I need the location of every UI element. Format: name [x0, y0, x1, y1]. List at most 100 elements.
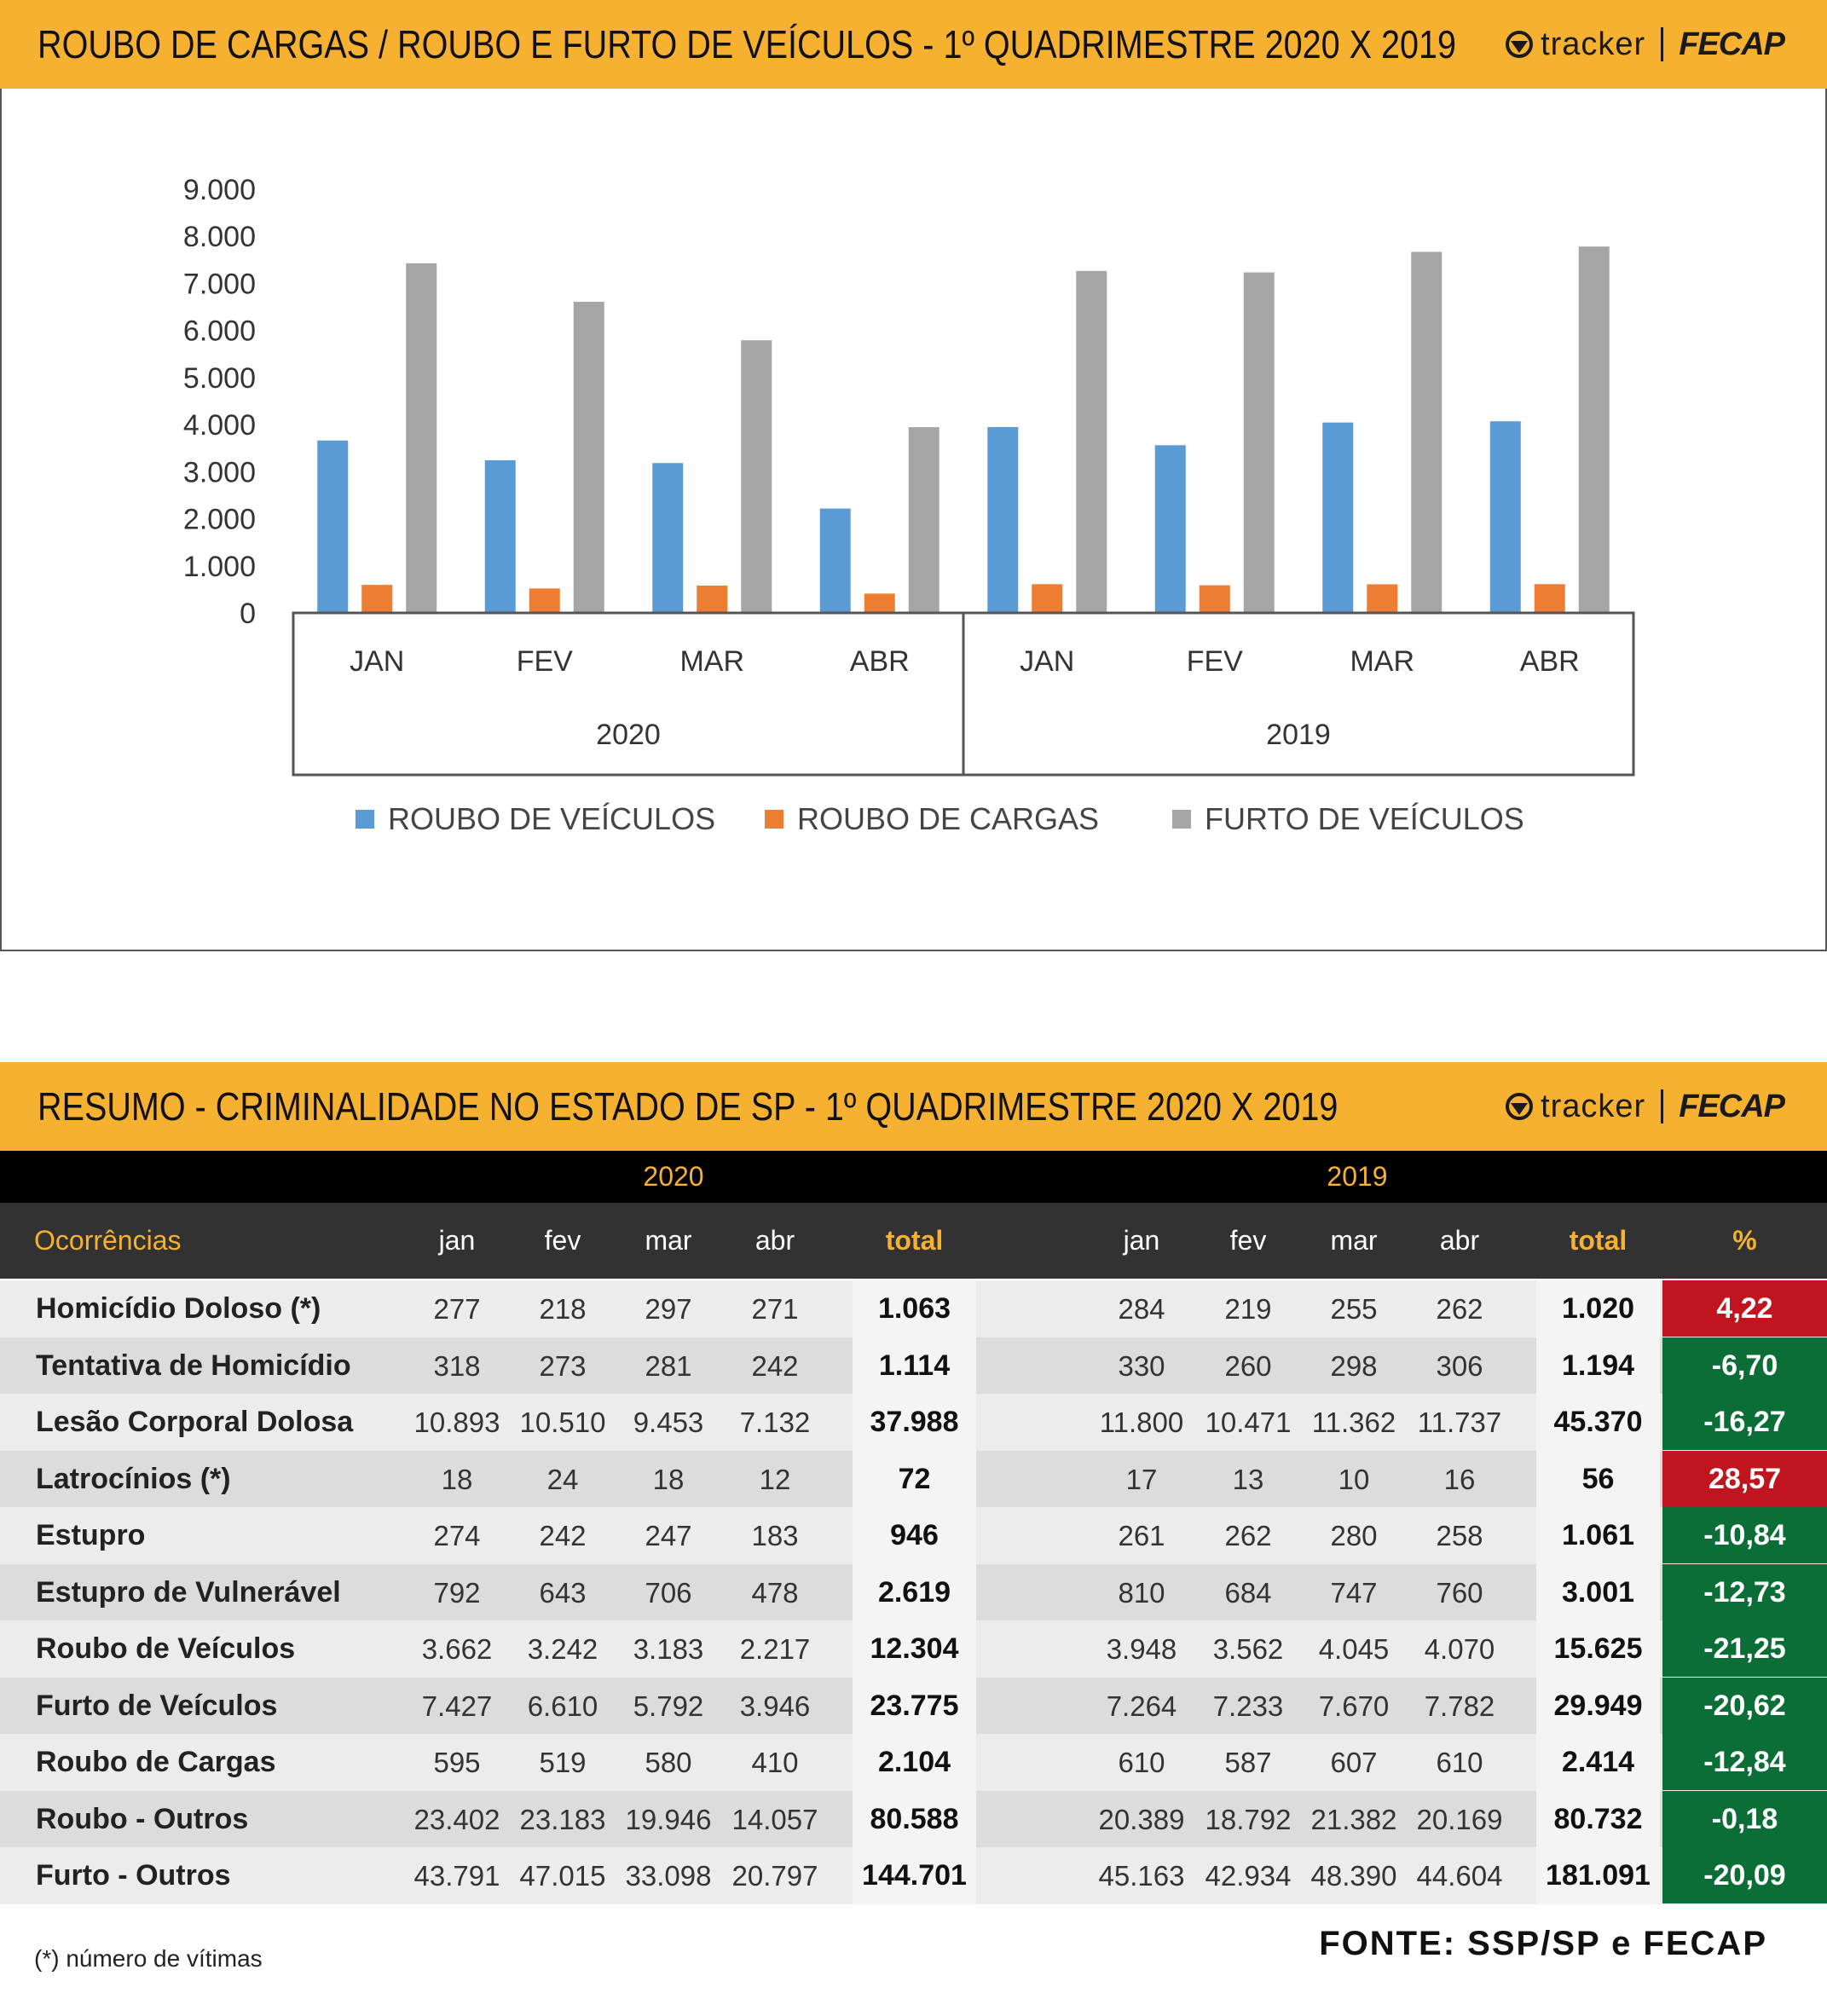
- y-tick-label: 2.000: [183, 504, 256, 536]
- cell-2020: 478: [751, 1576, 799, 1609]
- year-2020-label: 2020: [643, 1161, 704, 1192]
- bar-roubo-de-ve-culos: [484, 459, 516, 613]
- total-2019: 3.001: [1561, 1575, 1635, 1609]
- total-cell-bg: [1536, 1507, 1660, 1564]
- cell-2019: 7.670: [1318, 1690, 1390, 1722]
- total-cell-bg: [853, 1620, 976, 1678]
- row-label: Homicídio Doloso (*): [36, 1292, 321, 1325]
- total-2019: 181.091: [1546, 1859, 1651, 1892]
- col-mar-2019: mar: [1330, 1225, 1378, 1256]
- total-2020: 72: [898, 1462, 931, 1495]
- percent-change: -12,84: [1662, 1734, 1827, 1790]
- cell-2019: 262: [1436, 1293, 1483, 1325]
- legend-label: ROUBO DE CARGAS: [797, 801, 1099, 836]
- cell-2020: 14.057: [731, 1803, 818, 1835]
- y-tick-label: 3.000: [183, 456, 256, 488]
- tracker-logo: tracker: [1505, 1089, 1645, 1125]
- cell-2019: 11.800: [1099, 1407, 1184, 1438]
- percent-change: -20,09: [1662, 1847, 1827, 1903]
- col-ocorrencias: Ocorrências: [34, 1225, 182, 1256]
- col-jan-2020: jan: [438, 1225, 476, 1256]
- tracker-icon: [1506, 31, 1534, 58]
- cell-2020: 277: [433, 1293, 481, 1325]
- cell-2020: 3.946: [739, 1690, 811, 1722]
- chart-header-bar: ROUBO DE CARGAS / ROUBO E FURTO DE VEÍCU…: [0, 0, 1827, 89]
- x-category-label: MAR: [679, 645, 744, 678]
- total-cell-bg: [1536, 1337, 1660, 1395]
- cell-2019: 7.782: [1424, 1690, 1495, 1722]
- fecap-logo-text: FECAP: [1679, 26, 1785, 62]
- legend-label: FURTO DE VEÍCULOS: [1205, 801, 1524, 836]
- row-label: Estupro: [36, 1519, 146, 1551]
- bar-roubo-de-cargas: [1534, 584, 1565, 613]
- cell-2020: 9.453: [633, 1407, 704, 1438]
- total-cell-bg: [853, 1847, 976, 1904]
- logo-divider: [1661, 1089, 1664, 1124]
- bar-roubo-de-cargas: [529, 588, 560, 613]
- cell-2020: 43.791: [413, 1860, 500, 1892]
- tracker-logo: tracker: [1505, 26, 1645, 63]
- cell-2020: 274: [433, 1520, 481, 1551]
- total-2020: 37.988: [870, 1406, 959, 1438]
- cell-2019: 10.471: [1205, 1407, 1292, 1438]
- cell-2020: 7.132: [739, 1407, 811, 1438]
- col-abr-2019: abr: [1439, 1225, 1480, 1256]
- cell-2019: 684: [1224, 1576, 1272, 1609]
- cell-2019: 610: [1118, 1747, 1165, 1778]
- cell-2020: 247: [645, 1520, 692, 1551]
- total-2020: 80.588: [870, 1802, 959, 1835]
- bar-chart: 0 1.000 2.000 3.000 4.000 5.000 6.000 7.000 8.00…: [183, 174, 1635, 836]
- cell-2020: 242: [539, 1520, 587, 1551]
- cell-2019: 255: [1330, 1293, 1378, 1325]
- total-cell-bg: [1536, 1734, 1660, 1791]
- cell-2020: 297: [645, 1293, 692, 1325]
- cell-2019: 21.382: [1310, 1803, 1397, 1835]
- cell-2019: 260: [1224, 1349, 1272, 1382]
- cell-2020: 2.217: [739, 1633, 811, 1665]
- cell-2019: 306: [1436, 1349, 1483, 1382]
- total-2019: 1.061: [1561, 1519, 1635, 1551]
- cell-2019: 42.934: [1205, 1860, 1292, 1892]
- row-label: Roubo de Cargas: [36, 1746, 276, 1778]
- table-row: Latrocínios (*) 18 24 18 12 72 17 13 10 16 56 28,57: [0, 1450, 1827, 1508]
- bar-roubo-de-cargas: [361, 585, 393, 613]
- legend-swatch: [356, 810, 374, 829]
- table-column-header-row: Ocorrências jan fev mar abr total jan fe…: [0, 1203, 1827, 1279]
- col-percent: %: [1732, 1225, 1757, 1256]
- y-tick-label: 6.000: [183, 315, 256, 348]
- col-mar-2020: mar: [645, 1225, 692, 1256]
- cell-2019: 16: [1443, 1463, 1476, 1495]
- row-label: Furto - Outros: [36, 1859, 231, 1892]
- cell-2020: 281: [645, 1349, 692, 1382]
- row-label: Furto de Veículos: [36, 1689, 278, 1722]
- x-category-label: MAR: [1350, 645, 1414, 678]
- source-label: FONTE: SSP/SP e FECAP: [1319, 1925, 1767, 1962]
- y-tick-label: 7.000: [183, 268, 256, 300]
- bar-furto-de-ve-culos: [1578, 246, 1610, 613]
- x-category-label: ABR: [1520, 645, 1580, 678]
- total-cell-bg: [1536, 1847, 1660, 1904]
- total-2019: 45.370: [1553, 1406, 1643, 1438]
- cell-2020: 19.946: [625, 1803, 712, 1835]
- total-cell-bg: [853, 1450, 976, 1508]
- fecap-logo-text: FECAP: [1679, 1088, 1785, 1124]
- row-label: Estupro de Vulnerável: [36, 1575, 341, 1609]
- y-tick-label: 9.000: [183, 174, 256, 206]
- col-abr-2020: abr: [755, 1225, 795, 1256]
- total-cell-bg: [1536, 1394, 1660, 1451]
- total-2019: 15.625: [1553, 1632, 1643, 1665]
- cell-2020: 12: [759, 1463, 791, 1495]
- cell-2019: 20.389: [1098, 1803, 1185, 1835]
- cell-2020: 271: [751, 1293, 799, 1325]
- total-cell-bg: [853, 1507, 976, 1564]
- cell-2019: 17: [1125, 1463, 1158, 1495]
- y-tick-label: 1.000: [183, 551, 256, 583]
- percent-change: 28,57: [1662, 1450, 1827, 1507]
- percent-change: 4,22: [1662, 1280, 1827, 1337]
- cell-2019: 11.737: [1417, 1407, 1502, 1438]
- table-row: Roubo - Outros 23.402 23.183 19.946 14.057 80…: [0, 1790, 1827, 1848]
- cell-2020: 273: [539, 1349, 587, 1382]
- cell-2020: 595: [433, 1747, 481, 1778]
- tracker-icon: [1506, 1093, 1534, 1120]
- cell-2020: 242: [751, 1349, 799, 1382]
